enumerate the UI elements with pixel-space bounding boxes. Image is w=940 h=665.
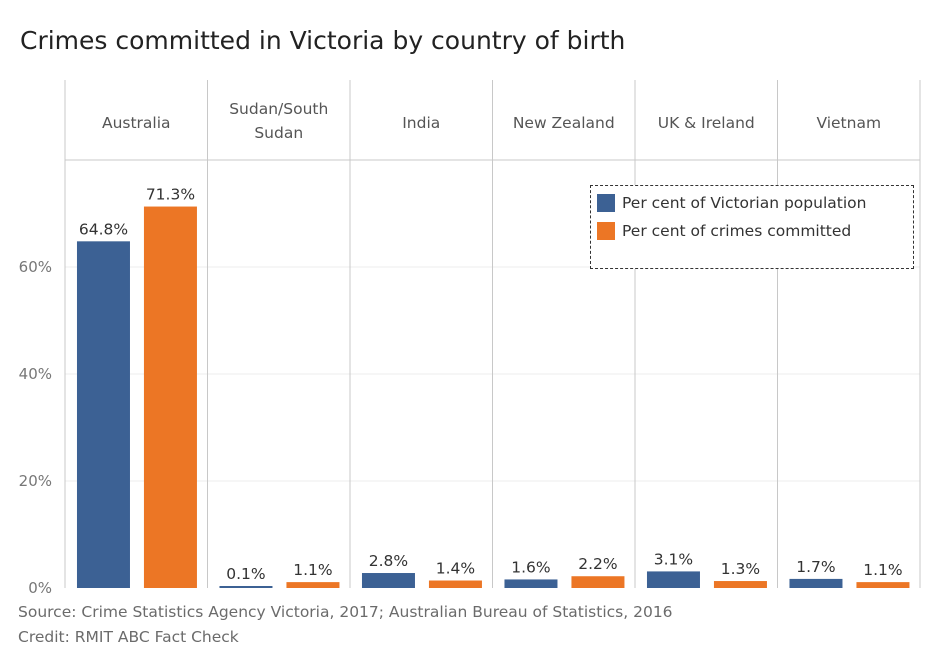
legend-swatch-population — [597, 194, 615, 212]
legend-label-population: Per cent of Victorian population — [622, 194, 867, 212]
bar-crimes — [143, 206, 197, 589]
data-label: 1.3% — [721, 560, 760, 578]
data-label: 2.2% — [578, 555, 617, 573]
data-label: 1.1% — [863, 561, 902, 579]
data-label: 2.8% — [369, 552, 408, 570]
y-tick-label: 0% — [28, 579, 52, 597]
data-label: 1.6% — [511, 558, 550, 576]
category-headers: Australia Sudan/South Sudan India New Zealan… — [102, 100, 881, 142]
legend-swatch-crimes — [597, 222, 615, 240]
y-axis: 0% 20% 40% 60% — [19, 258, 52, 597]
legend-label-crimes: Per cent of crimes committed — [622, 222, 852, 240]
legend: Per cent of Victorian population Per cen… — [590, 185, 914, 269]
chart-area: Australia Sudan/South Sudan India New Zealan… — [19, 80, 921, 597]
bar-population — [504, 579, 558, 588]
bar-crimes — [428, 580, 482, 588]
data-label: 1.1% — [293, 561, 332, 579]
panel-dividers — [64, 80, 921, 588]
y-tick-label: 20% — [19, 472, 52, 490]
legend-item-crimes: Per cent of crimes committed — [597, 220, 851, 242]
y-tick-label: 40% — [19, 365, 52, 383]
bar-population — [646, 571, 700, 588]
y-tick-label: 60% — [19, 258, 52, 276]
bars — [76, 206, 910, 589]
bar-crimes — [286, 582, 340, 588]
data-label: 3.1% — [654, 550, 693, 568]
bar-crimes — [713, 581, 767, 588]
data-labels: 64.8% 71.3% 0.1% 1.1% 2.8% 1.4% 1.6% 2.2% 3.1% 1.… — [79, 186, 903, 583]
category-header: Australia — [102, 114, 171, 132]
bar-population — [76, 241, 130, 588]
category-header: Sudan/South — [229, 100, 328, 118]
category-header: UK & Ireland — [658, 114, 755, 132]
bar-population — [219, 586, 273, 588]
data-label: 64.8% — [79, 220, 128, 238]
chart-title: Crimes committed in Victoria by country … — [20, 26, 626, 55]
category-header: New Zealand — [513, 114, 615, 132]
source-note: Source: Crime Statistics Agency Victoria… — [18, 603, 673, 621]
data-label: 0.1% — [226, 565, 265, 583]
category-header: Sudan — [254, 124, 303, 142]
bar-population — [361, 573, 415, 588]
bar-population — [789, 578, 843, 588]
data-label: 71.3% — [146, 186, 195, 204]
credit-note: Credit: RMIT ABC Fact Check — [18, 628, 239, 646]
category-header: Vietnam — [816, 114, 881, 132]
category-header: India — [402, 114, 440, 132]
data-label: 1.7% — [796, 558, 835, 576]
data-label: 1.4% — [436, 560, 475, 578]
bar-crimes — [856, 582, 910, 588]
legend-item-population: Per cent of Victorian population — [597, 192, 866, 214]
bar-crimes — [571, 576, 625, 588]
